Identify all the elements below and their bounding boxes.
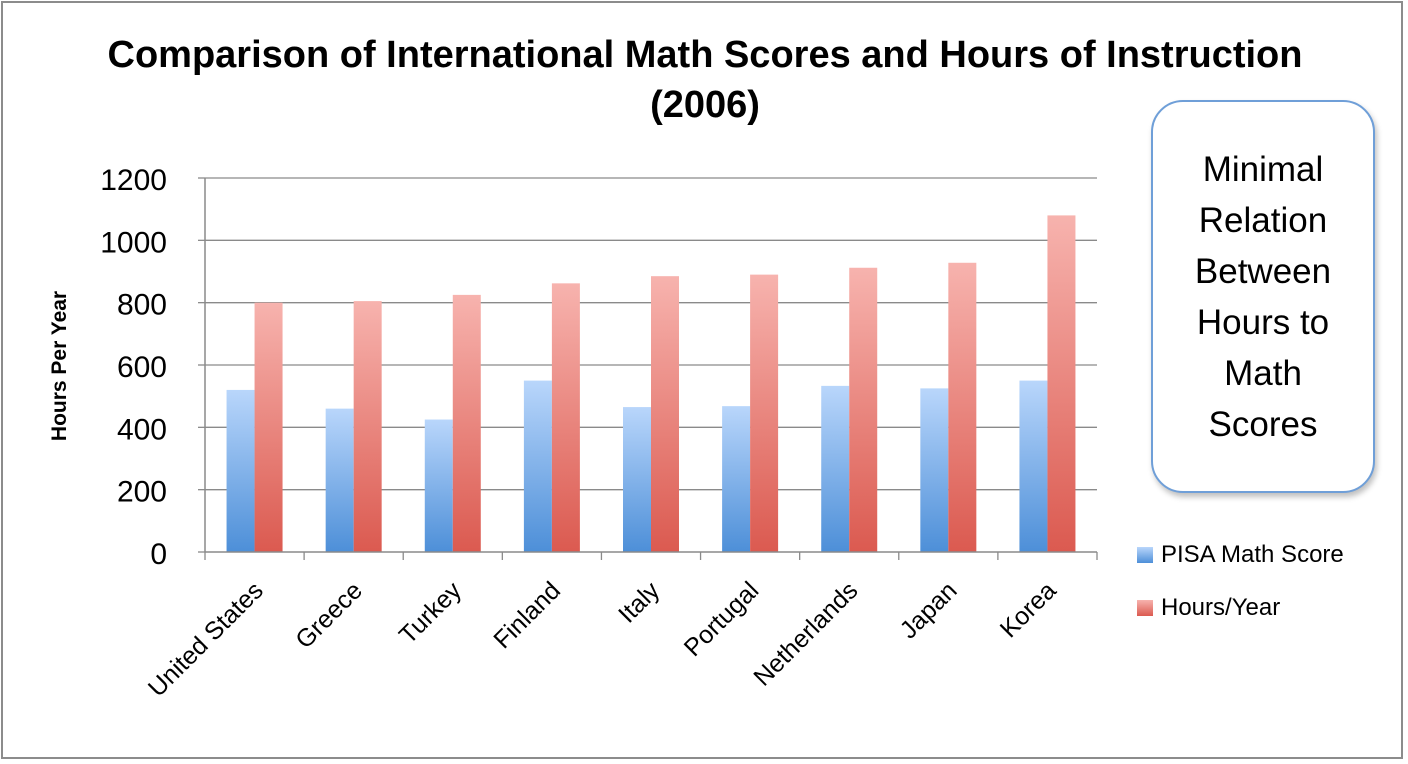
x-tick-label: Portugal <box>679 576 765 662</box>
x-tick-label: Korea <box>995 576 1062 643</box>
bar-hours-year <box>651 276 679 552</box>
bar-pisa-score <box>722 406 751 552</box>
y-tick-label: 1200 <box>100 164 167 197</box>
bar-pisa-score <box>821 385 850 552</box>
bar-pisa-score <box>920 388 949 552</box>
x-tick-label: United States <box>143 576 269 702</box>
x-tick-label: Finland <box>488 576 566 654</box>
annotation-text: Minimal Relation Between Hours to Math S… <box>1194 149 1332 444</box>
annotation-callout: Minimal Relation Between Hours to Math S… <box>1151 100 1375 493</box>
legend-label-pisa: PISA Math Score <box>1161 541 1344 568</box>
bar-hours-year <box>254 302 283 552</box>
bar-pisa-score <box>424 419 453 552</box>
y-tick-label: 200 <box>117 476 167 509</box>
y-tick-label: 800 <box>117 289 167 322</box>
chart-title: Comparison of International Math Scores … <box>107 34 1303 126</box>
legend-item-pisa: PISA Math Score <box>1137 541 1344 569</box>
y-tick-label: 0 <box>150 538 167 571</box>
bar-hours-year <box>948 262 977 552</box>
bar-hours-year <box>551 283 580 552</box>
bar-pisa-score <box>325 408 354 552</box>
x-tick-label: Greece <box>290 576 368 654</box>
x-tick-label: Japan <box>895 576 963 644</box>
bar-hours-year <box>750 274 779 552</box>
bar-pisa-score <box>523 380 552 552</box>
legend-swatch-pisa <box>1137 547 1153 563</box>
legend-swatch-hours <box>1137 600 1153 616</box>
y-tick-label: 1000 <box>100 226 167 259</box>
y-tick-label: 600 <box>117 351 167 384</box>
x-tick-label: Italy <box>613 576 666 629</box>
bar-hours-year <box>1047 215 1076 552</box>
legend-item-hours: Hours/Year <box>1137 594 1280 622</box>
bar-hours-year <box>353 301 382 552</box>
y-tick-label: 400 <box>117 413 167 446</box>
x-tick-label: Turkey <box>394 576 468 650</box>
bar-hours-year <box>849 267 878 552</box>
x-tick-label: Netherlands <box>748 576 863 691</box>
bar-pisa-score <box>226 389 255 552</box>
bar-pisa-score <box>623 407 651 552</box>
bar-pisa-score <box>1019 380 1048 552</box>
legend-label-hours: Hours/Year <box>1161 594 1281 621</box>
bar-hours-year <box>452 294 481 552</box>
